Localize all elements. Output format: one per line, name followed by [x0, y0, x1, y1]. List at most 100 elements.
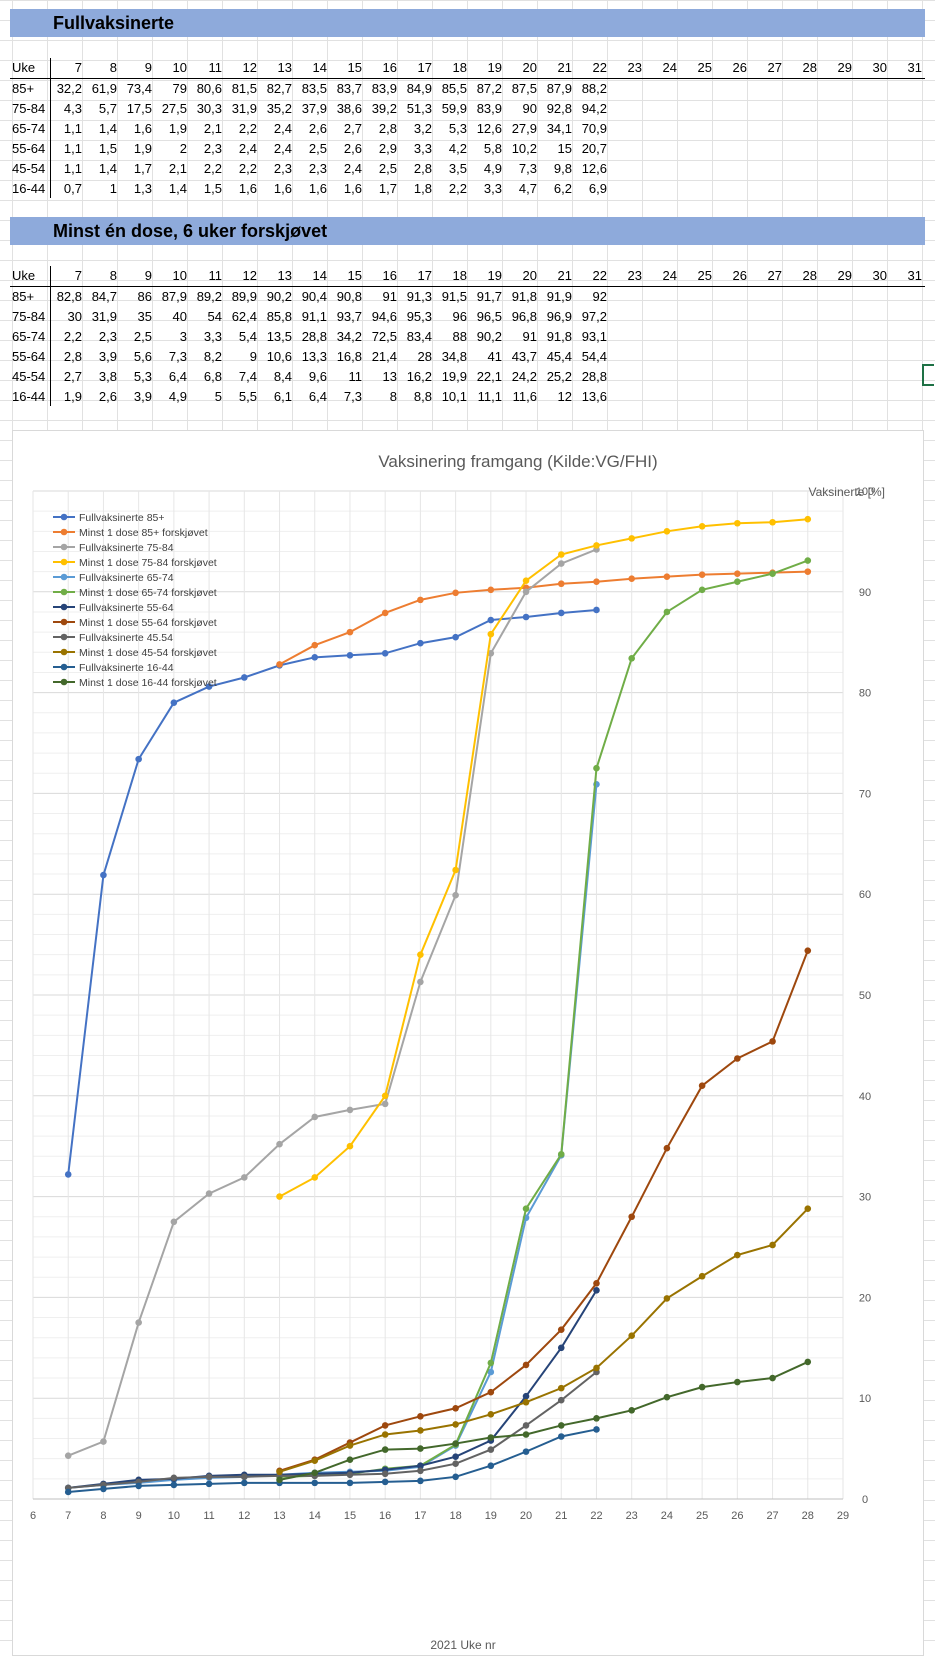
- table-cell[interactable]: [645, 98, 680, 118]
- table-cell[interactable]: [610, 326, 645, 346]
- table-cell[interactable]: [785, 98, 820, 118]
- table-cell[interactable]: [680, 306, 715, 326]
- table-cell[interactable]: [680, 386, 715, 406]
- table-cell[interactable]: 91,8: [511, 288, 537, 304]
- table-cell[interactable]: 6,9: [588, 180, 607, 196]
- table-cell[interactable]: 1,9: [168, 120, 187, 136]
- table-cell[interactable]: [645, 326, 680, 346]
- table-cell[interactable]: [645, 118, 680, 138]
- table-cell[interactable]: [680, 326, 715, 346]
- table-cell[interactable]: 95,3: [406, 308, 432, 324]
- table-cell[interactable]: [715, 366, 750, 386]
- table-cell[interactable]: 31,9: [91, 308, 117, 324]
- table-cell[interactable]: [750, 78, 785, 98]
- table-cell[interactable]: 4,2: [448, 140, 467, 156]
- table-cell[interactable]: 7,3: [518, 160, 537, 176]
- table-cell[interactable]: 6,2: [553, 180, 572, 196]
- table-cell[interactable]: 2,4: [238, 140, 257, 156]
- table-cell[interactable]: 28,8: [301, 328, 327, 344]
- table-cell[interactable]: 1,4: [98, 120, 117, 136]
- table-cell[interactable]: [820, 366, 855, 386]
- table-cell[interactable]: 1,8: [413, 180, 432, 196]
- table-cell[interactable]: 1,4: [98, 160, 117, 176]
- table-cell[interactable]: 1,1: [63, 140, 82, 156]
- table-cell[interactable]: [715, 78, 750, 98]
- table-cell[interactable]: 34,8: [441, 348, 467, 364]
- table-cell[interactable]: 3,8: [98, 368, 117, 384]
- table-cell[interactable]: 1,3: [133, 180, 152, 196]
- table-cell[interactable]: 6,4: [168, 368, 187, 384]
- table-cell[interactable]: [750, 158, 785, 178]
- table-cell[interactable]: 5,3: [133, 368, 152, 384]
- table-cell[interactable]: 0,7: [63, 180, 82, 196]
- table-cell[interactable]: 28: [417, 348, 432, 364]
- table-cell[interactable]: [610, 158, 645, 178]
- table-cell[interactable]: 87,2: [476, 80, 502, 96]
- table-cell[interactable]: [820, 386, 855, 406]
- table-cell[interactable]: [820, 286, 855, 306]
- table-cell[interactable]: 94,2: [581, 100, 607, 116]
- table-cell[interactable]: [890, 366, 925, 386]
- table-cell[interactable]: 1: [109, 180, 117, 196]
- table-cell[interactable]: 2,3: [203, 140, 222, 156]
- table-cell[interactable]: [855, 138, 890, 158]
- table-cell[interactable]: 1,1: [63, 120, 82, 136]
- table-cell[interactable]: 8,8: [413, 388, 432, 404]
- table-cell[interactable]: 90,2: [266, 288, 292, 304]
- table-cell[interactable]: 5,7: [98, 100, 117, 116]
- table-cell[interactable]: 3,9: [133, 388, 152, 404]
- table-cell[interactable]: [645, 78, 680, 98]
- table-cell[interactable]: [785, 386, 820, 406]
- table-cell[interactable]: [855, 78, 890, 98]
- table-cell[interactable]: [750, 138, 785, 158]
- table-cell[interactable]: [855, 98, 890, 118]
- table-cell[interactable]: 8,4: [273, 368, 292, 384]
- table-cell[interactable]: 32,2: [56, 80, 82, 96]
- table-cell[interactable]: 30,3: [196, 100, 222, 116]
- table-cell[interactable]: [680, 98, 715, 118]
- table-cell[interactable]: 11,6: [512, 388, 537, 404]
- table-cell[interactable]: 2: [179, 140, 187, 156]
- table-cell[interactable]: 6,4: [308, 388, 327, 404]
- table-cell[interactable]: [645, 286, 680, 306]
- table-cell[interactable]: 91,1: [301, 308, 327, 324]
- table-cell[interactable]: 1,6: [308, 180, 327, 196]
- table-cell[interactable]: [820, 346, 855, 366]
- table-cell[interactable]: 2,2: [238, 120, 257, 136]
- table-cell[interactable]: [750, 306, 785, 326]
- table-cell[interactable]: 7,3: [343, 388, 362, 404]
- table-cell[interactable]: 3: [179, 328, 187, 344]
- table-cell[interactable]: 6,8: [203, 368, 222, 384]
- table-cell[interactable]: [610, 346, 645, 366]
- table-cell[interactable]: [890, 78, 925, 98]
- table-cell[interactable]: 59,9: [441, 100, 467, 116]
- table-cell[interactable]: [820, 98, 855, 118]
- table-cell[interactable]: 2,4: [273, 120, 292, 136]
- table-cell[interactable]: [820, 306, 855, 326]
- table-cell[interactable]: 85,8: [266, 308, 292, 324]
- table-cell[interactable]: 40: [172, 308, 187, 324]
- table-cell[interactable]: 91,3: [406, 288, 432, 304]
- table-cell[interactable]: [645, 138, 680, 158]
- table-cell[interactable]: [855, 346, 890, 366]
- table-cell[interactable]: [785, 118, 820, 138]
- table-cell[interactable]: 79: [172, 80, 187, 96]
- table-cell[interactable]: [645, 386, 680, 406]
- table-cell[interactable]: [680, 138, 715, 158]
- table-cell[interactable]: 2,9: [378, 140, 397, 156]
- table-cell[interactable]: 12: [557, 388, 572, 404]
- table-cell[interactable]: 13: [382, 368, 397, 384]
- table-cell[interactable]: [855, 326, 890, 346]
- table-cell[interactable]: [785, 158, 820, 178]
- table-cell[interactable]: 89,2: [196, 288, 222, 304]
- table-cell[interactable]: 90: [522, 100, 537, 116]
- table-cell[interactable]: 91: [522, 328, 537, 344]
- table-cell[interactable]: [680, 286, 715, 306]
- table-cell[interactable]: 97,2: [581, 308, 607, 324]
- table-cell[interactable]: 2,1: [203, 120, 222, 136]
- table-cell[interactable]: 3,9: [98, 348, 117, 364]
- table-cell[interactable]: [750, 366, 785, 386]
- table-cell[interactable]: 93,1: [581, 328, 607, 344]
- table-cell[interactable]: 91,8: [546, 328, 572, 344]
- table-cell[interactable]: 11,1: [477, 388, 502, 404]
